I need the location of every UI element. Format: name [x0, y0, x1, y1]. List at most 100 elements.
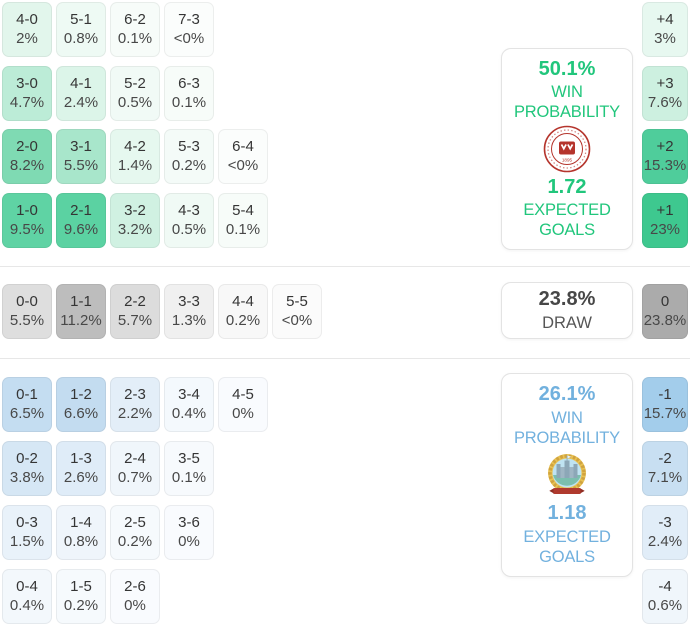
home-score-cell-5-3: 5-3 0.2% — [164, 129, 214, 184]
goal-margin-cell--3: -3 2.4% — [642, 505, 688, 560]
score-label: 2-6 — [124, 578, 146, 595]
draw-score-cell-5-5: 5-5 <0% — [272, 284, 322, 339]
away-score-cell-2-3: 2-3 2.2% — [110, 377, 160, 432]
draw-score-cell-3-3: 3-3 1.3% — [164, 284, 214, 339]
score-label: -4 — [658, 578, 672, 595]
probability-label: 0.8% — [63, 533, 99, 550]
probability-label: 2% — [16, 30, 38, 47]
score-label: 4-3 — [178, 202, 200, 219]
score-label: 1-1 — [70, 293, 92, 310]
away-score-cell-3-6: 3-6 0% — [164, 505, 214, 560]
score-label: 4-4 — [232, 293, 254, 310]
home-score-cell-7-3: 7-3 <0% — [164, 2, 214, 57]
away-score-cell-3-4: 3-4 0.4% — [164, 377, 214, 432]
probability-label: 3.8% — [9, 469, 45, 486]
probability-label: 0% — [178, 533, 200, 550]
home-win-probability-value: 50.1% — [538, 57, 596, 80]
home-score-cell-5-1: 5-1 0.8% — [56, 2, 106, 57]
goal-margin-cell-+4: +4 3% — [642, 2, 688, 57]
probability-label: 6.6% — [63, 405, 99, 422]
probability-label: 0.6% — [647, 597, 683, 614]
probability-label: 2.4% — [63, 94, 99, 111]
home-score-cell-4-3: 4-3 0.5% — [164, 193, 214, 248]
away-score-cell-2-5: 2-5 0.2% — [110, 505, 160, 560]
goal-margin-cell-+2: +2 15.3% — [642, 129, 688, 184]
away-score-cell-0-4: 0-4 0.4% — [2, 569, 52, 624]
goal-margin-cell--2: -2 7.1% — [642, 441, 688, 496]
away-win-probability-value: 26.1% — [538, 383, 596, 405]
draw-score-cell-2-2: 2-2 5.7% — [110, 284, 160, 339]
score-label: 1-2 — [70, 386, 92, 403]
score-label: 0-0 — [16, 293, 38, 310]
probability-label: 9.5% — [9, 221, 45, 238]
goal-margin-cell--4: -4 0.6% — [642, 569, 688, 624]
away-score-cell-2-6: 2-6 0% — [110, 569, 160, 624]
away-score-cell-0-3: 0-3 1.5% — [2, 505, 52, 560]
score-label: 2-1 — [70, 202, 92, 219]
probability-label: 0.1% — [171, 469, 207, 486]
home-score-cell-5-4: 5-4 0.1% — [218, 193, 268, 248]
score-label: 3-3 — [178, 293, 200, 310]
away-win-probability-label: WIN PROBABILITY — [513, 409, 620, 447]
probability-label: 0.5% — [171, 221, 207, 238]
goal-margin-cell-+3: +3 7.6% — [642, 66, 688, 121]
score-label: 6-3 — [178, 75, 200, 92]
score-label: 6-4 — [232, 138, 254, 155]
probability-label: 0.4% — [9, 597, 45, 614]
svg-text:1895: 1895 — [562, 157, 573, 162]
score-label: 5-4 — [232, 202, 254, 219]
home-win-panel: 50.1% WIN PROBABILITY 1895 1.72 EXPECTED… — [501, 48, 633, 250]
draw-score-cell-1-1: 1-1 11.2% — [56, 284, 106, 339]
probability-label: 1.3% — [171, 312, 207, 329]
home-win-probability-label: WIN PROBABILITY — [513, 83, 620, 122]
score-label: 1-5 — [70, 578, 92, 595]
probability-label: 3% — [654, 30, 676, 47]
probability-label: 0.2% — [225, 312, 261, 329]
probability-label: <0% — [281, 312, 313, 329]
probability-label: 0.8% — [63, 30, 99, 47]
score-label: 3-0 — [16, 75, 38, 92]
away-expected-goals-value: 1.18 — [547, 502, 587, 524]
score-label: +3 — [656, 75, 674, 92]
goal-margin-cell-+1: +1 23% — [642, 193, 688, 248]
score-label: 7-3 — [178, 11, 200, 28]
home-score-cell-3-1: 3-1 5.5% — [56, 129, 106, 184]
score-label: 1-4 — [70, 514, 92, 531]
home-score-cell-2-1: 2-1 9.6% — [56, 193, 106, 248]
home-score-cell-6-4: 6-4 <0% — [218, 129, 268, 184]
score-label: 6-2 — [124, 11, 146, 28]
probability-label: 0.4% — [171, 405, 207, 422]
score-label: +4 — [656, 11, 674, 28]
home-team-crest-icon: 1895 — [543, 125, 591, 173]
home-score-cell-6-3: 6-3 0.1% — [164, 66, 214, 121]
probability-label: 0.5% — [117, 94, 153, 111]
away-score-cell-1-5: 1-5 0.2% — [56, 569, 106, 624]
section-divider — [0, 358, 690, 359]
score-label: 3-4 — [178, 386, 200, 403]
score-label: 4-0 — [16, 11, 38, 28]
probability-label: 0.2% — [63, 597, 99, 614]
probability-label: 11.2% — [60, 312, 102, 329]
probability-label: 2.6% — [63, 469, 99, 486]
probability-label: 8.2% — [9, 157, 45, 174]
away-win-panel: 26.1% WIN PROBABILITY 1.18 EXPECTED GOAL… — [501, 373, 633, 577]
home-score-cell-2-0: 2-0 8.2% — [2, 129, 52, 184]
score-label: 5-1 — [70, 11, 92, 28]
goal-margin-cell--1: -1 15.7% — [642, 377, 688, 432]
away-score-cell-3-5: 3-5 0.1% — [164, 441, 214, 496]
probability-label: 15.7% — [643, 405, 687, 422]
score-label: 4-5 — [232, 386, 254, 403]
probability-label: 0% — [124, 597, 146, 614]
away-score-cell-2-4: 2-4 0.7% — [110, 441, 160, 496]
goal-margin-cell-0: 0 23.8% — [642, 284, 688, 339]
probability-label: 1.4% — [117, 157, 153, 174]
probability-label: 9.6% — [63, 221, 99, 238]
probability-label: 7.6% — [647, 94, 683, 111]
probability-label: <0% — [173, 30, 205, 47]
probability-label: 2.4% — [647, 533, 683, 550]
away-score-cell-1-2: 1-2 6.6% — [56, 377, 106, 432]
home-score-cell-4-1: 4-1 2.4% — [56, 66, 106, 121]
probability-label: 7.1% — [647, 469, 683, 486]
section-divider — [0, 266, 690, 267]
home-score-cell-6-2: 6-2 0.1% — [110, 2, 160, 57]
